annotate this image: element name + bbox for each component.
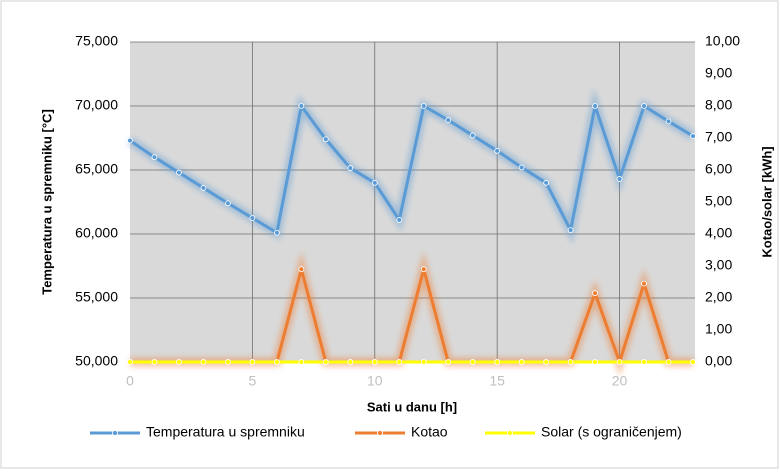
y2-tick-label: 2,00 xyxy=(705,289,732,305)
point xyxy=(494,147,501,154)
point xyxy=(127,137,133,144)
x-axis-title: Sati u danu [h] xyxy=(367,399,457,414)
point xyxy=(543,359,550,365)
point xyxy=(616,176,623,182)
y-tick-label: 70,000 xyxy=(75,97,118,113)
legend-marker xyxy=(507,430,513,436)
legend-marker xyxy=(112,430,118,436)
y2-tick-label: 3,00 xyxy=(705,257,732,273)
point xyxy=(518,359,525,365)
point xyxy=(420,103,427,109)
point xyxy=(273,359,280,365)
point xyxy=(396,217,403,223)
x-tick-label: 5 xyxy=(248,373,256,389)
point xyxy=(420,266,427,273)
point xyxy=(665,118,672,125)
point xyxy=(200,359,207,365)
point xyxy=(176,169,182,176)
series-line xyxy=(129,104,694,235)
y-tick-label: 75,000 xyxy=(75,33,118,49)
y2-tick-label: 7,00 xyxy=(705,129,732,145)
y2-tick-label: 4,00 xyxy=(705,225,732,241)
point xyxy=(592,103,598,109)
point xyxy=(592,359,598,365)
point xyxy=(445,359,452,365)
point xyxy=(322,359,329,365)
point xyxy=(371,359,378,365)
y-tick-label: 50,000 xyxy=(75,353,118,369)
y2-tick-label: 0,00 xyxy=(705,353,732,369)
point xyxy=(151,154,158,161)
point xyxy=(616,359,623,365)
legend-marker xyxy=(377,430,383,436)
point xyxy=(249,215,256,221)
legend-label: Kotao xyxy=(411,424,448,440)
point xyxy=(273,229,280,236)
point xyxy=(347,359,354,365)
y-axis-title: Temperatura u spremniku [°C] xyxy=(39,109,54,295)
point xyxy=(347,165,354,171)
y2-axis-title: Kotao/solar [kWh] xyxy=(759,146,774,257)
point xyxy=(225,200,231,207)
legend-label: Temperatura u spremniku xyxy=(146,424,305,440)
point xyxy=(543,179,550,186)
point xyxy=(225,359,231,365)
point xyxy=(567,359,574,365)
point xyxy=(641,103,647,109)
y2-tick-label: 1,00 xyxy=(705,321,732,337)
point xyxy=(176,359,182,365)
point xyxy=(690,133,696,139)
point xyxy=(420,359,427,365)
point xyxy=(469,132,476,139)
x-tick-label: 15 xyxy=(489,373,505,389)
point xyxy=(127,359,133,365)
point xyxy=(151,359,158,365)
point xyxy=(371,179,378,186)
y2-tick-label: 8,00 xyxy=(705,97,732,113)
point xyxy=(322,136,329,143)
y2-tick-label: 9,00 xyxy=(705,65,732,81)
point xyxy=(494,359,501,365)
point xyxy=(641,280,647,287)
point xyxy=(592,290,598,297)
y-tick-label: 55,000 xyxy=(75,289,118,305)
point xyxy=(298,359,305,365)
y-tick-label: 60,000 xyxy=(75,225,118,241)
y2-tick-label: 5,00 xyxy=(705,193,732,209)
x-tick-label: 10 xyxy=(367,373,383,389)
y2-tick-label: 6,00 xyxy=(705,161,732,177)
point xyxy=(298,266,305,273)
legend-label: Solar (s ograničenjem) xyxy=(541,424,682,440)
point xyxy=(641,359,647,365)
y2-tick-label: 10,00 xyxy=(705,33,740,49)
point xyxy=(249,359,256,365)
point xyxy=(690,359,696,365)
x-tick-label: 20 xyxy=(612,373,628,389)
point xyxy=(518,164,525,171)
point xyxy=(567,227,574,234)
x-tick-label: 0 xyxy=(126,373,134,389)
point xyxy=(469,359,476,365)
point xyxy=(445,117,452,123)
point xyxy=(298,103,305,109)
point xyxy=(665,359,672,365)
y-tick-label: 65,000 xyxy=(75,161,118,177)
point xyxy=(200,185,207,191)
point xyxy=(396,359,403,365)
